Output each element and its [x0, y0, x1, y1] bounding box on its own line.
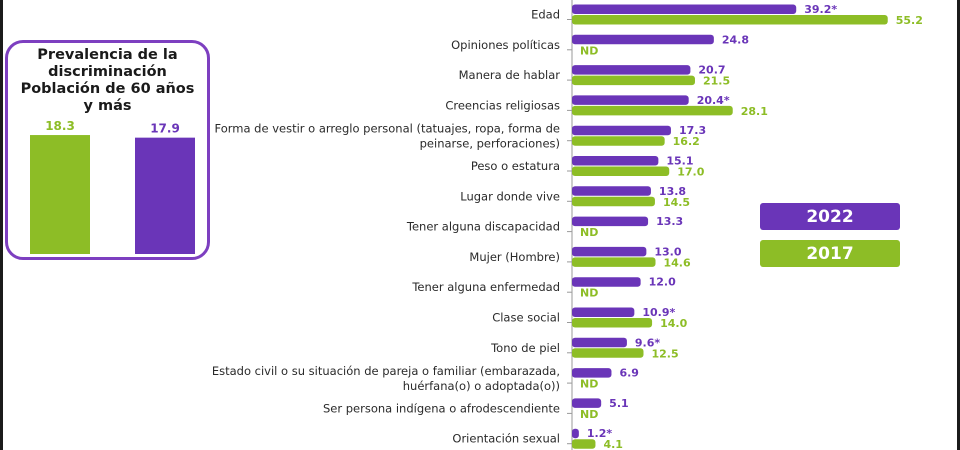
legend-2022: 2022 [760, 203, 900, 230]
data-label-2022: 1.2* [587, 427, 612, 440]
bar-2022 [572, 246, 647, 257]
inset-bar-2017 [30, 135, 90, 254]
bar-2022 [572, 65, 691, 75]
bar-2022 [572, 277, 641, 287]
right-frame-border [957, 0, 960, 450]
data-label-2017: 4.1 [603, 438, 623, 450]
data-label-2017: 28.1 [741, 105, 768, 118]
data-label-2022: 17.3 [679, 124, 706, 137]
bar-2017 [572, 75, 695, 86]
inset-bar-2022 [135, 137, 195, 254]
data-label-2017: 14.0 [660, 317, 687, 330]
bar-2022 [572, 307, 635, 317]
category-label: Ser persona indígena o afrodescendiente [323, 401, 560, 415]
category-label: Estado civil o su situación de pareja o … [212, 364, 560, 393]
bar-2022 [572, 4, 797, 14]
category-label: Lugar donde vive [460, 189, 560, 203]
data-label-2017: 14.6 [664, 256, 691, 269]
category-label: Mujer (Hombre) [469, 250, 560, 264]
category-label: Manera de hablar [459, 68, 561, 82]
data-label-2017: 12.5 [652, 347, 679, 360]
bar-2017 [572, 105, 733, 116]
data-label-2017-nd: ND [580, 408, 598, 421]
category-label: Tener alguna discapacidad [406, 220, 560, 234]
data-label-2022: 12.0 [649, 276, 676, 289]
legend-2022-label: 2022 [806, 206, 854, 227]
prevalence-bar-chart: 18.3 17.9 [30, 119, 195, 254]
inset-data-label-2017: 18.3 [45, 119, 75, 133]
category-label: Orientación sexual [452, 432, 560, 446]
inset-title-line-2: discriminación [48, 64, 167, 80]
bar-2022 [572, 125, 671, 136]
bar-2017 [572, 257, 656, 267]
left-frame-border [0, 0, 3, 450]
data-label-2017-nd: ND [580, 226, 598, 239]
data-label-2017: 21.5 [703, 75, 730, 88]
data-label-2022: 5.1 [609, 397, 629, 410]
inset-title-line-1: Prevalencia de la [37, 47, 178, 63]
bar-2022 [572, 186, 651, 196]
data-label-2022: 39.2* [804, 3, 837, 16]
data-label-2017: 55.2 [896, 14, 923, 27]
bar-2017 [572, 166, 670, 176]
data-label-2022: 24.8 [722, 33, 749, 46]
inset-data-label-2022: 17.9 [150, 122, 180, 136]
bar-2017 [572, 318, 653, 328]
data-label-2022: 13.8 [659, 185, 686, 198]
legend-2017: 2017 [760, 240, 900, 267]
data-label-2017-nd: ND [580, 378, 598, 391]
category-label: Creencias religiosas [445, 98, 560, 112]
bar-2022 [572, 95, 689, 105]
legend-2017-label: 2017 [806, 243, 854, 264]
data-label-2022: 6.9 [619, 367, 639, 380]
data-label-2017-nd: ND [580, 44, 598, 57]
category-label: Clase social [492, 311, 560, 325]
bar-2022 [572, 368, 612, 378]
data-label-2022: 15.1 [666, 155, 693, 168]
data-label-2022: 9.6* [635, 336, 660, 349]
category-label: Tono de piel [490, 341, 560, 355]
bar-2017 [572, 15, 888, 25]
bar-2022 [572, 216, 649, 227]
data-label-2017: 16.2 [673, 135, 700, 148]
data-label-2022: 20.4* [697, 94, 730, 107]
bar-2017 [572, 196, 655, 207]
bar-2022 [572, 337, 627, 348]
bar-2022 [572, 156, 659, 166]
bar-2017 [572, 348, 644, 358]
inset-title-line-3: Población de 60 años [20, 81, 195, 97]
data-label-2022: 20.7 [698, 64, 725, 77]
data-label-2017-nd: ND [580, 287, 598, 300]
category-label: Edad [531, 8, 560, 22]
category-label: Opiniones políticas [451, 38, 560, 52]
bar-2017 [572, 439, 596, 449]
prevalence-inset-panel: Prevalencia de la discriminación Poblaci… [5, 40, 210, 260]
bar-2017 [572, 136, 665, 146]
category-label: Tener alguna enfermedad [411, 280, 560, 294]
data-label-2022: 13.0 [654, 245, 681, 258]
bar-2022 [572, 34, 714, 45]
category-label: Forma de vestir o arreglo personal (tatu… [215, 122, 561, 151]
data-label-2017: 14.5 [663, 196, 690, 209]
bar-2022 [572, 428, 579, 439]
inset-title-line-4: y más [83, 98, 132, 114]
data-label-2022: 13.3 [656, 215, 683, 228]
data-label-2017: 17.0 [677, 166, 704, 179]
data-label-2022: 10.9* [642, 306, 675, 319]
category-label: Peso o estatura [471, 159, 560, 173]
inset-title: Prevalencia de la discriminación Poblaci… [18, 47, 197, 115]
bar-2022 [572, 398, 602, 408]
